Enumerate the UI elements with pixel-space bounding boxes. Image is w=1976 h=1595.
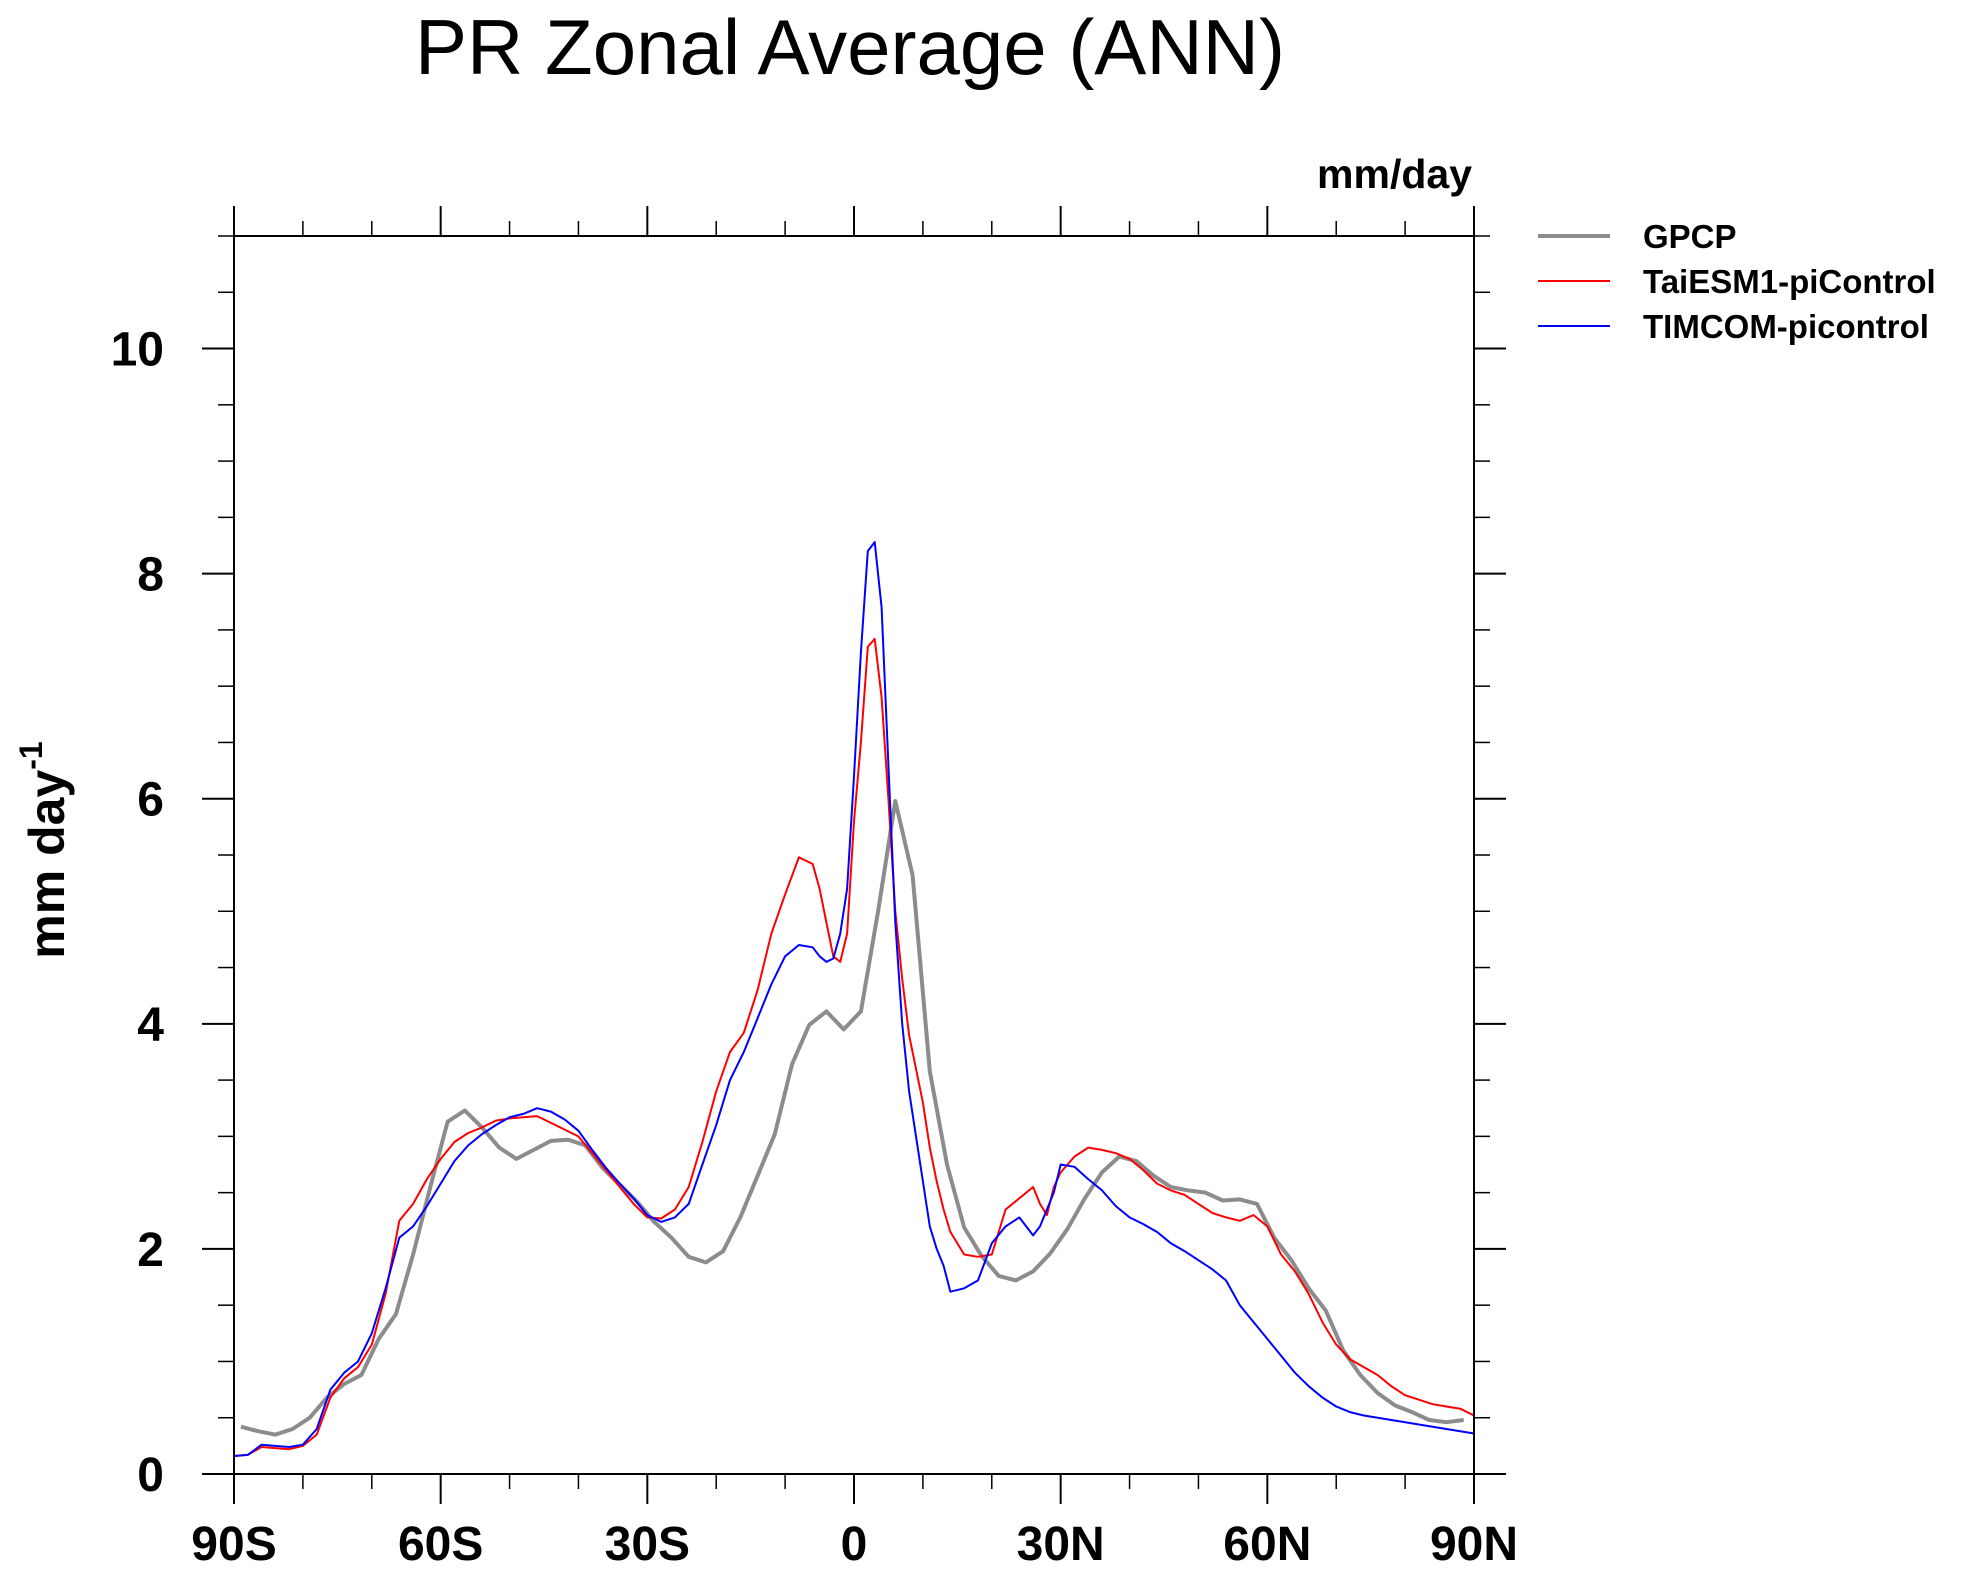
y-tick-label: 8 (137, 549, 164, 602)
axis-ticks (202, 206, 1506, 1504)
y-tick-label: 4 (137, 999, 164, 1052)
units-label: mm/day (1317, 151, 1472, 197)
legend-label: TaiESM1-piControl (1643, 263, 1936, 300)
x-tick-label: 90S (191, 1518, 276, 1571)
y-tick-label: 6 (137, 774, 164, 827)
y-axis-label: mm day-1 (13, 741, 75, 958)
y-axis-label-main: mm day (19, 770, 75, 959)
y-tick-label: 0 (137, 1449, 164, 1502)
legend-label: TIMCOM-picontrol (1643, 308, 1929, 345)
x-tick-labels: 90S 60S 30S 0 30N 60N 90N (191, 1518, 1518, 1571)
chart-title: PR Zonal Average (ANN) (415, 3, 1285, 91)
plot-frame (233, 235, 1475, 1475)
x-tick-label: 90N (1430, 1518, 1518, 1571)
x-tick-label: 60S (398, 1518, 483, 1571)
series-lines (233, 541, 1475, 1457)
legend-label: GPCP (1643, 218, 1737, 255)
y-tick-label: 2 (137, 1224, 164, 1277)
legend: GPCP TaiESM1-piControl TIMCOM-picontrol (1538, 218, 1936, 345)
series-line-gpcp (240, 799, 1464, 1437)
x-tick-label: 30N (1017, 1518, 1105, 1571)
x-tick-label: 60N (1223, 1518, 1311, 1571)
x-tick-label: 30S (605, 1518, 690, 1571)
series-line-taiesm1-picontrol (233, 637, 1475, 1457)
y-axis-label-superscript: -1 (13, 741, 49, 769)
y-tick-labels: 0 2 4 6 8 10 (111, 324, 165, 1502)
series-line-timcom-picontrol (233, 541, 1475, 1457)
x-tick-label: 0 (841, 1518, 868, 1571)
y-tick-label: 10 (111, 324, 164, 377)
